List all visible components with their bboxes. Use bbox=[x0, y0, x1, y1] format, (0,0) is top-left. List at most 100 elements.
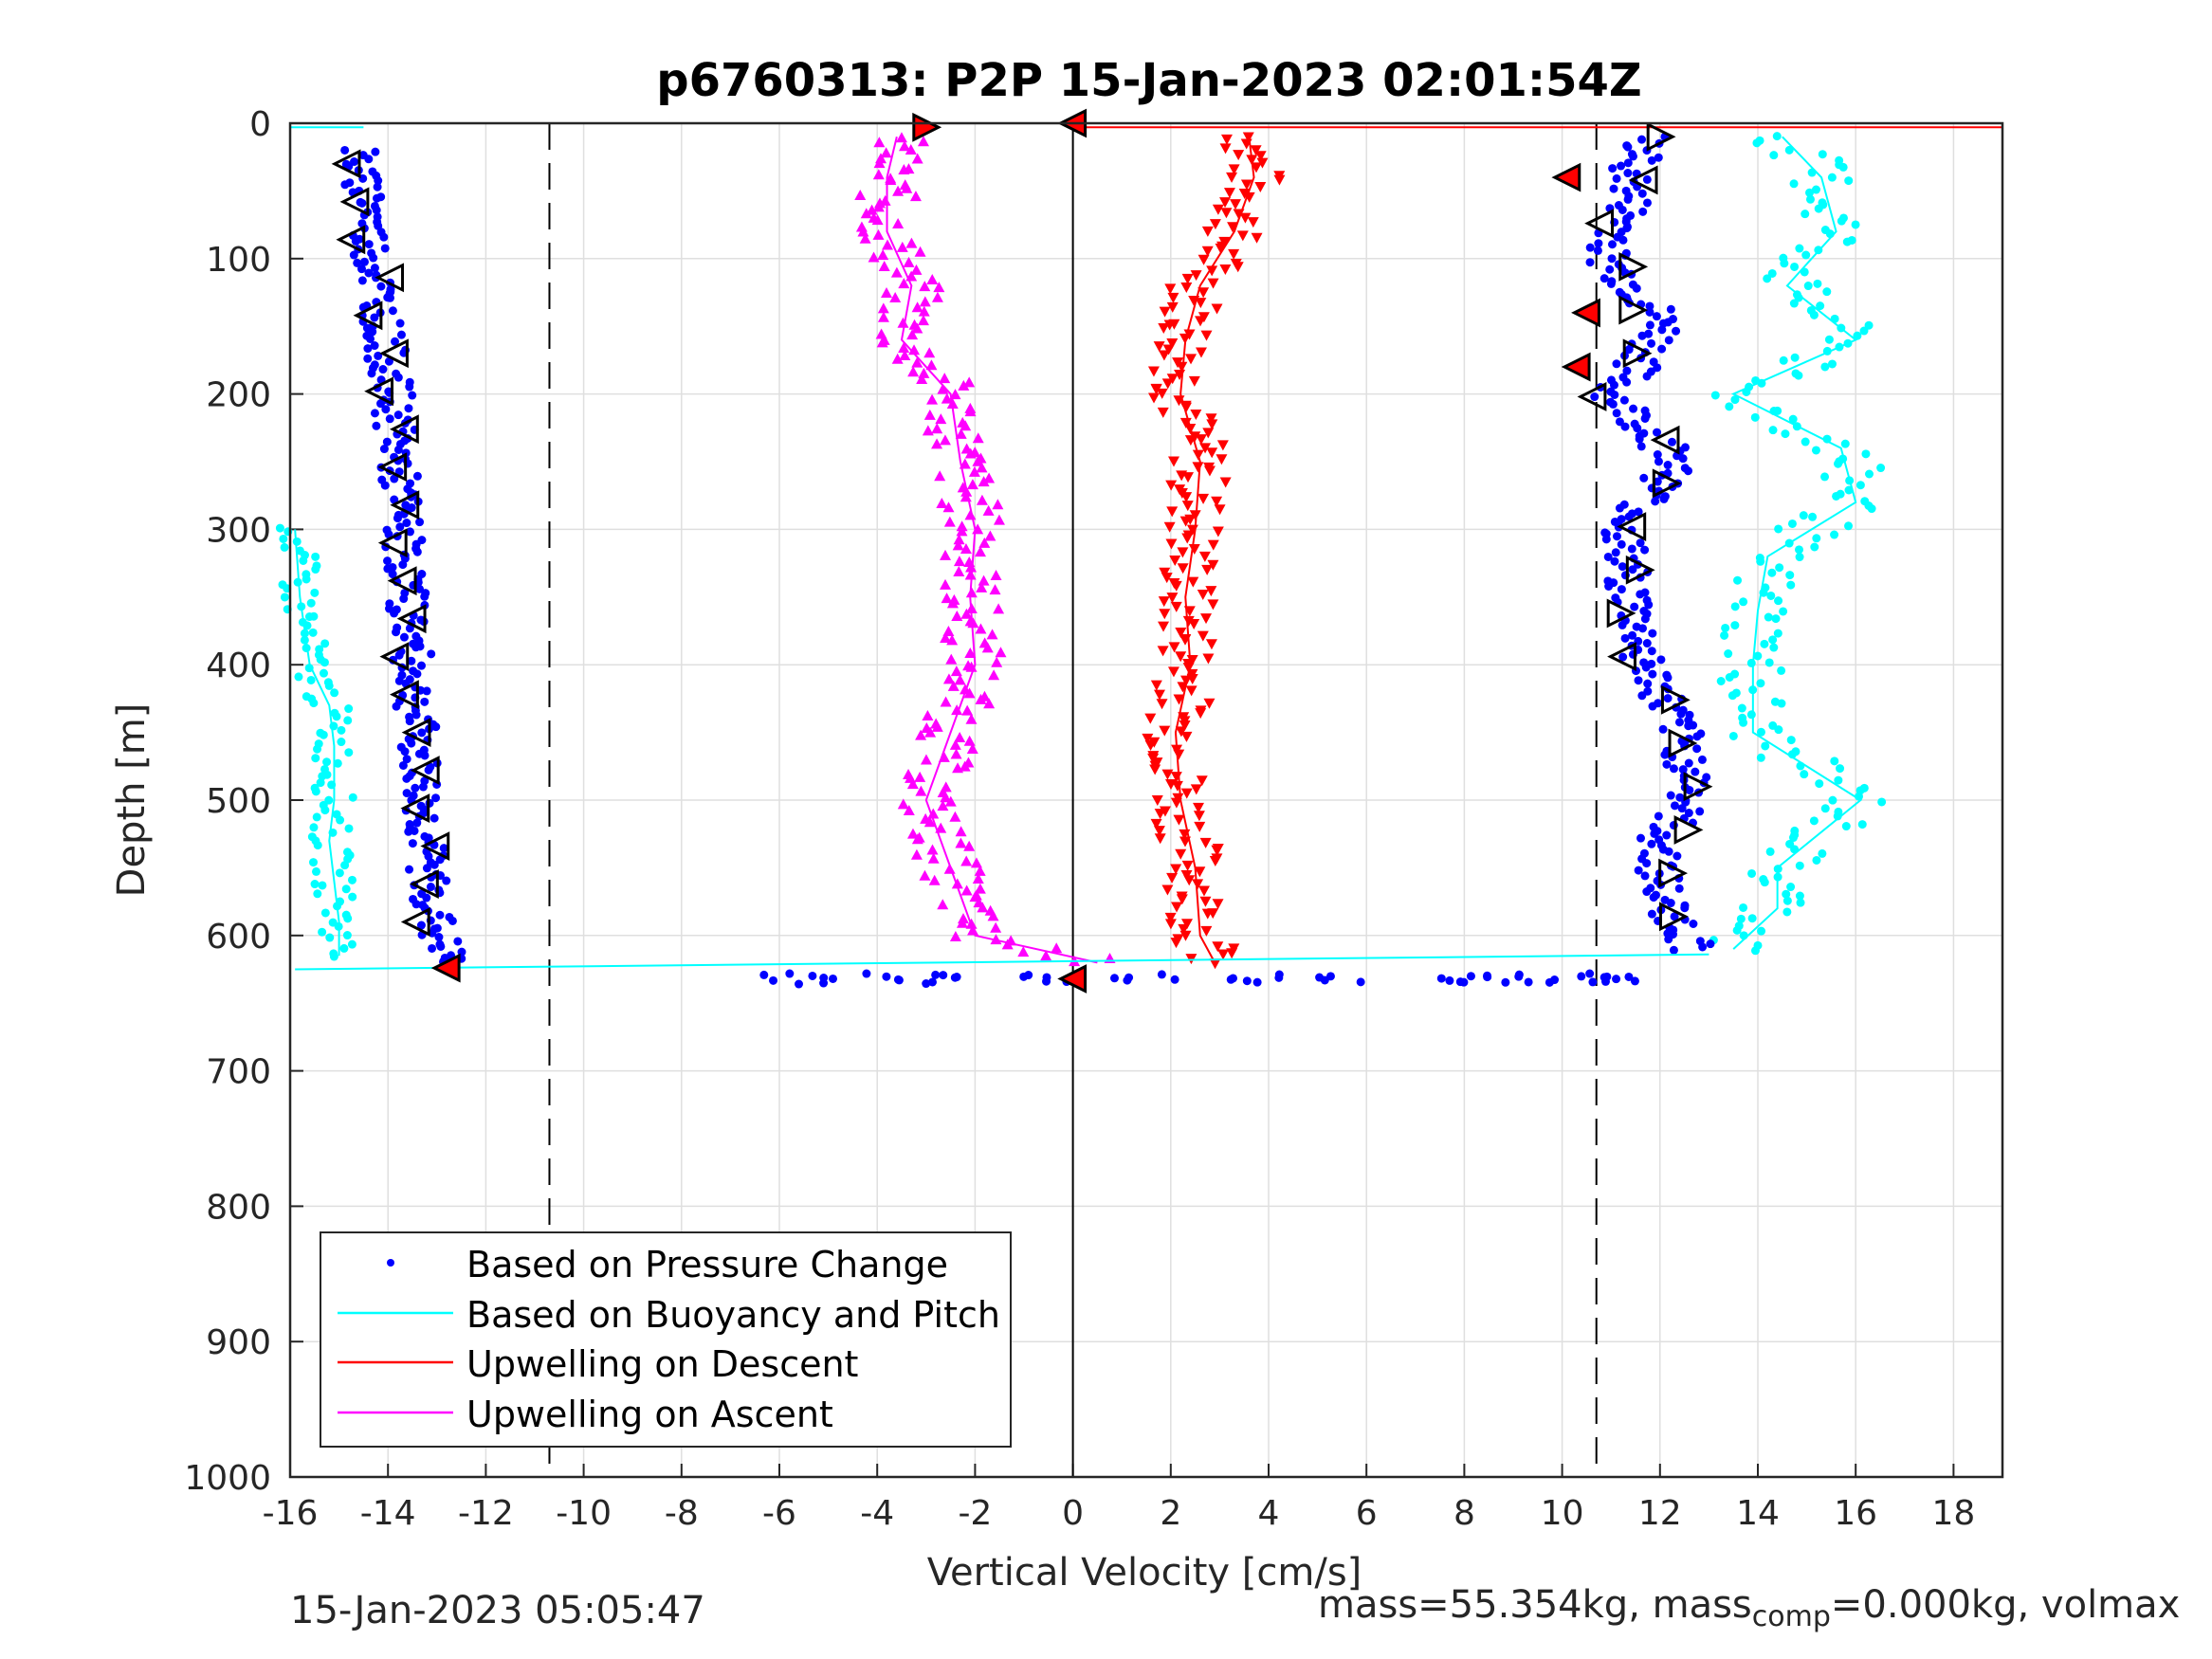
ascent-upwelling-point bbox=[974, 865, 986, 876]
buoyancy-ascent-point bbox=[1764, 658, 1774, 667]
ascent-upwelling-point bbox=[966, 742, 978, 754]
x-tick-label: 2 bbox=[1160, 1494, 1181, 1533]
buoyancy-ascent-point bbox=[1769, 643, 1779, 652]
pressure-descent-point bbox=[435, 910, 445, 920]
descent-marker bbox=[401, 718, 431, 748]
pressure-ascent-point bbox=[1633, 424, 1642, 433]
y-tick-label: 600 bbox=[206, 918, 271, 957]
pressure-ascent-point bbox=[1667, 437, 1676, 447]
ascent-upwelling-point bbox=[872, 228, 885, 240]
buoyancy-descent-point bbox=[322, 757, 332, 767]
buoyancy-descent-point bbox=[294, 672, 303, 682]
bottom-pressure-point bbox=[1320, 975, 1329, 985]
pressure-ascent-point bbox=[1644, 600, 1654, 610]
ascent-upwelling-point bbox=[945, 653, 958, 665]
ascent-upwelling-point bbox=[951, 704, 963, 716]
buoyancy-descent-point bbox=[311, 565, 320, 574]
descent-upwelling-point bbox=[1180, 731, 1193, 742]
pressure-ascent-point bbox=[1635, 434, 1644, 444]
ascent-upwelling-point bbox=[960, 608, 973, 619]
buoyancy-ascent-point bbox=[1830, 757, 1839, 766]
ascent-upwelling-point bbox=[976, 462, 988, 473]
descent-upwelling-point bbox=[1215, 243, 1227, 254]
descent-upwelling-point bbox=[1175, 651, 1187, 663]
pressure-descent-point bbox=[383, 556, 393, 566]
descent-upwelling-point bbox=[1182, 663, 1195, 674]
buoyancy-descent-point bbox=[280, 542, 289, 552]
legend: Based on Pressure Change Based on Buoyan… bbox=[320, 1231, 1012, 1448]
pressure-descent-point bbox=[407, 656, 416, 665]
pressure-ascent-point bbox=[1612, 173, 1621, 183]
surface-ascent-marker bbox=[912, 112, 942, 142]
ascent-upwelling-point bbox=[859, 232, 871, 244]
ascent-red-marker bbox=[1561, 352, 1591, 382]
buoyancy-ascent-point bbox=[1725, 672, 1734, 682]
buoyancy-descent-point bbox=[309, 699, 319, 708]
descent-marker bbox=[389, 414, 419, 445]
pressure-descent-point bbox=[422, 893, 431, 902]
descent-upwelling-point bbox=[1233, 150, 1245, 161]
pressure-descent-point bbox=[393, 410, 403, 420]
descent-upwelling-point bbox=[1198, 551, 1211, 562]
buoyancy-ascent-point bbox=[1756, 679, 1765, 688]
bottom-pressure-point bbox=[1170, 975, 1179, 984]
descent-upwelling-point bbox=[1154, 809, 1166, 820]
chart-marks bbox=[275, 108, 2002, 994]
pressure-descent-point bbox=[400, 747, 410, 757]
descent-marker bbox=[420, 831, 450, 861]
pressure-descent-point bbox=[388, 306, 397, 316]
buoyancy-descent-point bbox=[318, 881, 327, 890]
descent-marker bbox=[331, 149, 361, 179]
pressure-descent-point bbox=[369, 253, 378, 263]
pressure-descent-point bbox=[381, 405, 391, 414]
ascent-upwelling-point bbox=[940, 632, 952, 644]
buoyancy-descent-point bbox=[343, 914, 353, 923]
buoyancy-ascent-point bbox=[1834, 775, 1843, 785]
pressure-descent-point bbox=[357, 276, 367, 285]
y-tick-label: 200 bbox=[206, 376, 271, 415]
pressure-descent-point bbox=[390, 609, 399, 618]
ascent-upwelling-point bbox=[857, 226, 869, 237]
y-tick-label: 500 bbox=[206, 782, 271, 821]
buoyancy-ascent-point bbox=[1768, 635, 1778, 645]
pressure-descent-point bbox=[364, 240, 374, 249]
pressure-ascent-point bbox=[1624, 512, 1634, 521]
pressure-ascent-point bbox=[1647, 155, 1656, 165]
descent-upwelling-point bbox=[1164, 912, 1177, 923]
ascent-upwelling-point bbox=[899, 349, 911, 360]
descent-upwelling-point bbox=[1175, 628, 1187, 639]
descent-upwelling-point bbox=[1211, 303, 1223, 315]
pressure-descent-point bbox=[372, 206, 381, 215]
pressure-ascent-point bbox=[1647, 338, 1656, 348]
ascent-upwelling-point bbox=[910, 264, 923, 275]
pressure-ascent-point bbox=[1630, 602, 1639, 611]
descent-upwelling-point bbox=[1171, 902, 1183, 913]
x-tick-label: -14 bbox=[360, 1494, 416, 1533]
pressure-ascent-point bbox=[1624, 345, 1634, 355]
descent-upwelling-point bbox=[1212, 204, 1224, 215]
ascent-upwelling-point bbox=[954, 674, 966, 685]
descent-upwelling-point bbox=[1254, 151, 1267, 162]
buoyancy-ascent-point bbox=[1856, 481, 1865, 490]
bottom-pressure-point bbox=[1436, 974, 1446, 983]
ascent-red-marker bbox=[1571, 298, 1600, 328]
descent-upwelling-point bbox=[1207, 559, 1219, 571]
pressure-ascent-point bbox=[1676, 709, 1686, 719]
pressure-descent-point bbox=[402, 519, 411, 528]
bottom-pressure-point bbox=[1455, 977, 1465, 987]
pressure-descent-point bbox=[417, 661, 427, 670]
x-tick-label: 6 bbox=[1356, 1494, 1378, 1533]
ascent-upwelling-point bbox=[911, 153, 923, 164]
ascent-upwelling-point bbox=[978, 476, 990, 487]
descent-upwelling-point bbox=[1150, 680, 1162, 691]
pressure-descent-point bbox=[367, 369, 376, 378]
ascent-upwelling-point bbox=[944, 795, 957, 807]
pressure-ascent-point bbox=[1604, 581, 1614, 591]
bottom-pressure-point bbox=[1624, 972, 1634, 981]
pressure-ascent-point bbox=[1637, 624, 1647, 633]
descent-upwelling-point bbox=[1199, 837, 1212, 848]
ascent-upwelling-point bbox=[955, 837, 967, 848]
buoyancy-ascent-point bbox=[1763, 274, 1772, 283]
ascent-red-marker bbox=[1551, 162, 1581, 192]
